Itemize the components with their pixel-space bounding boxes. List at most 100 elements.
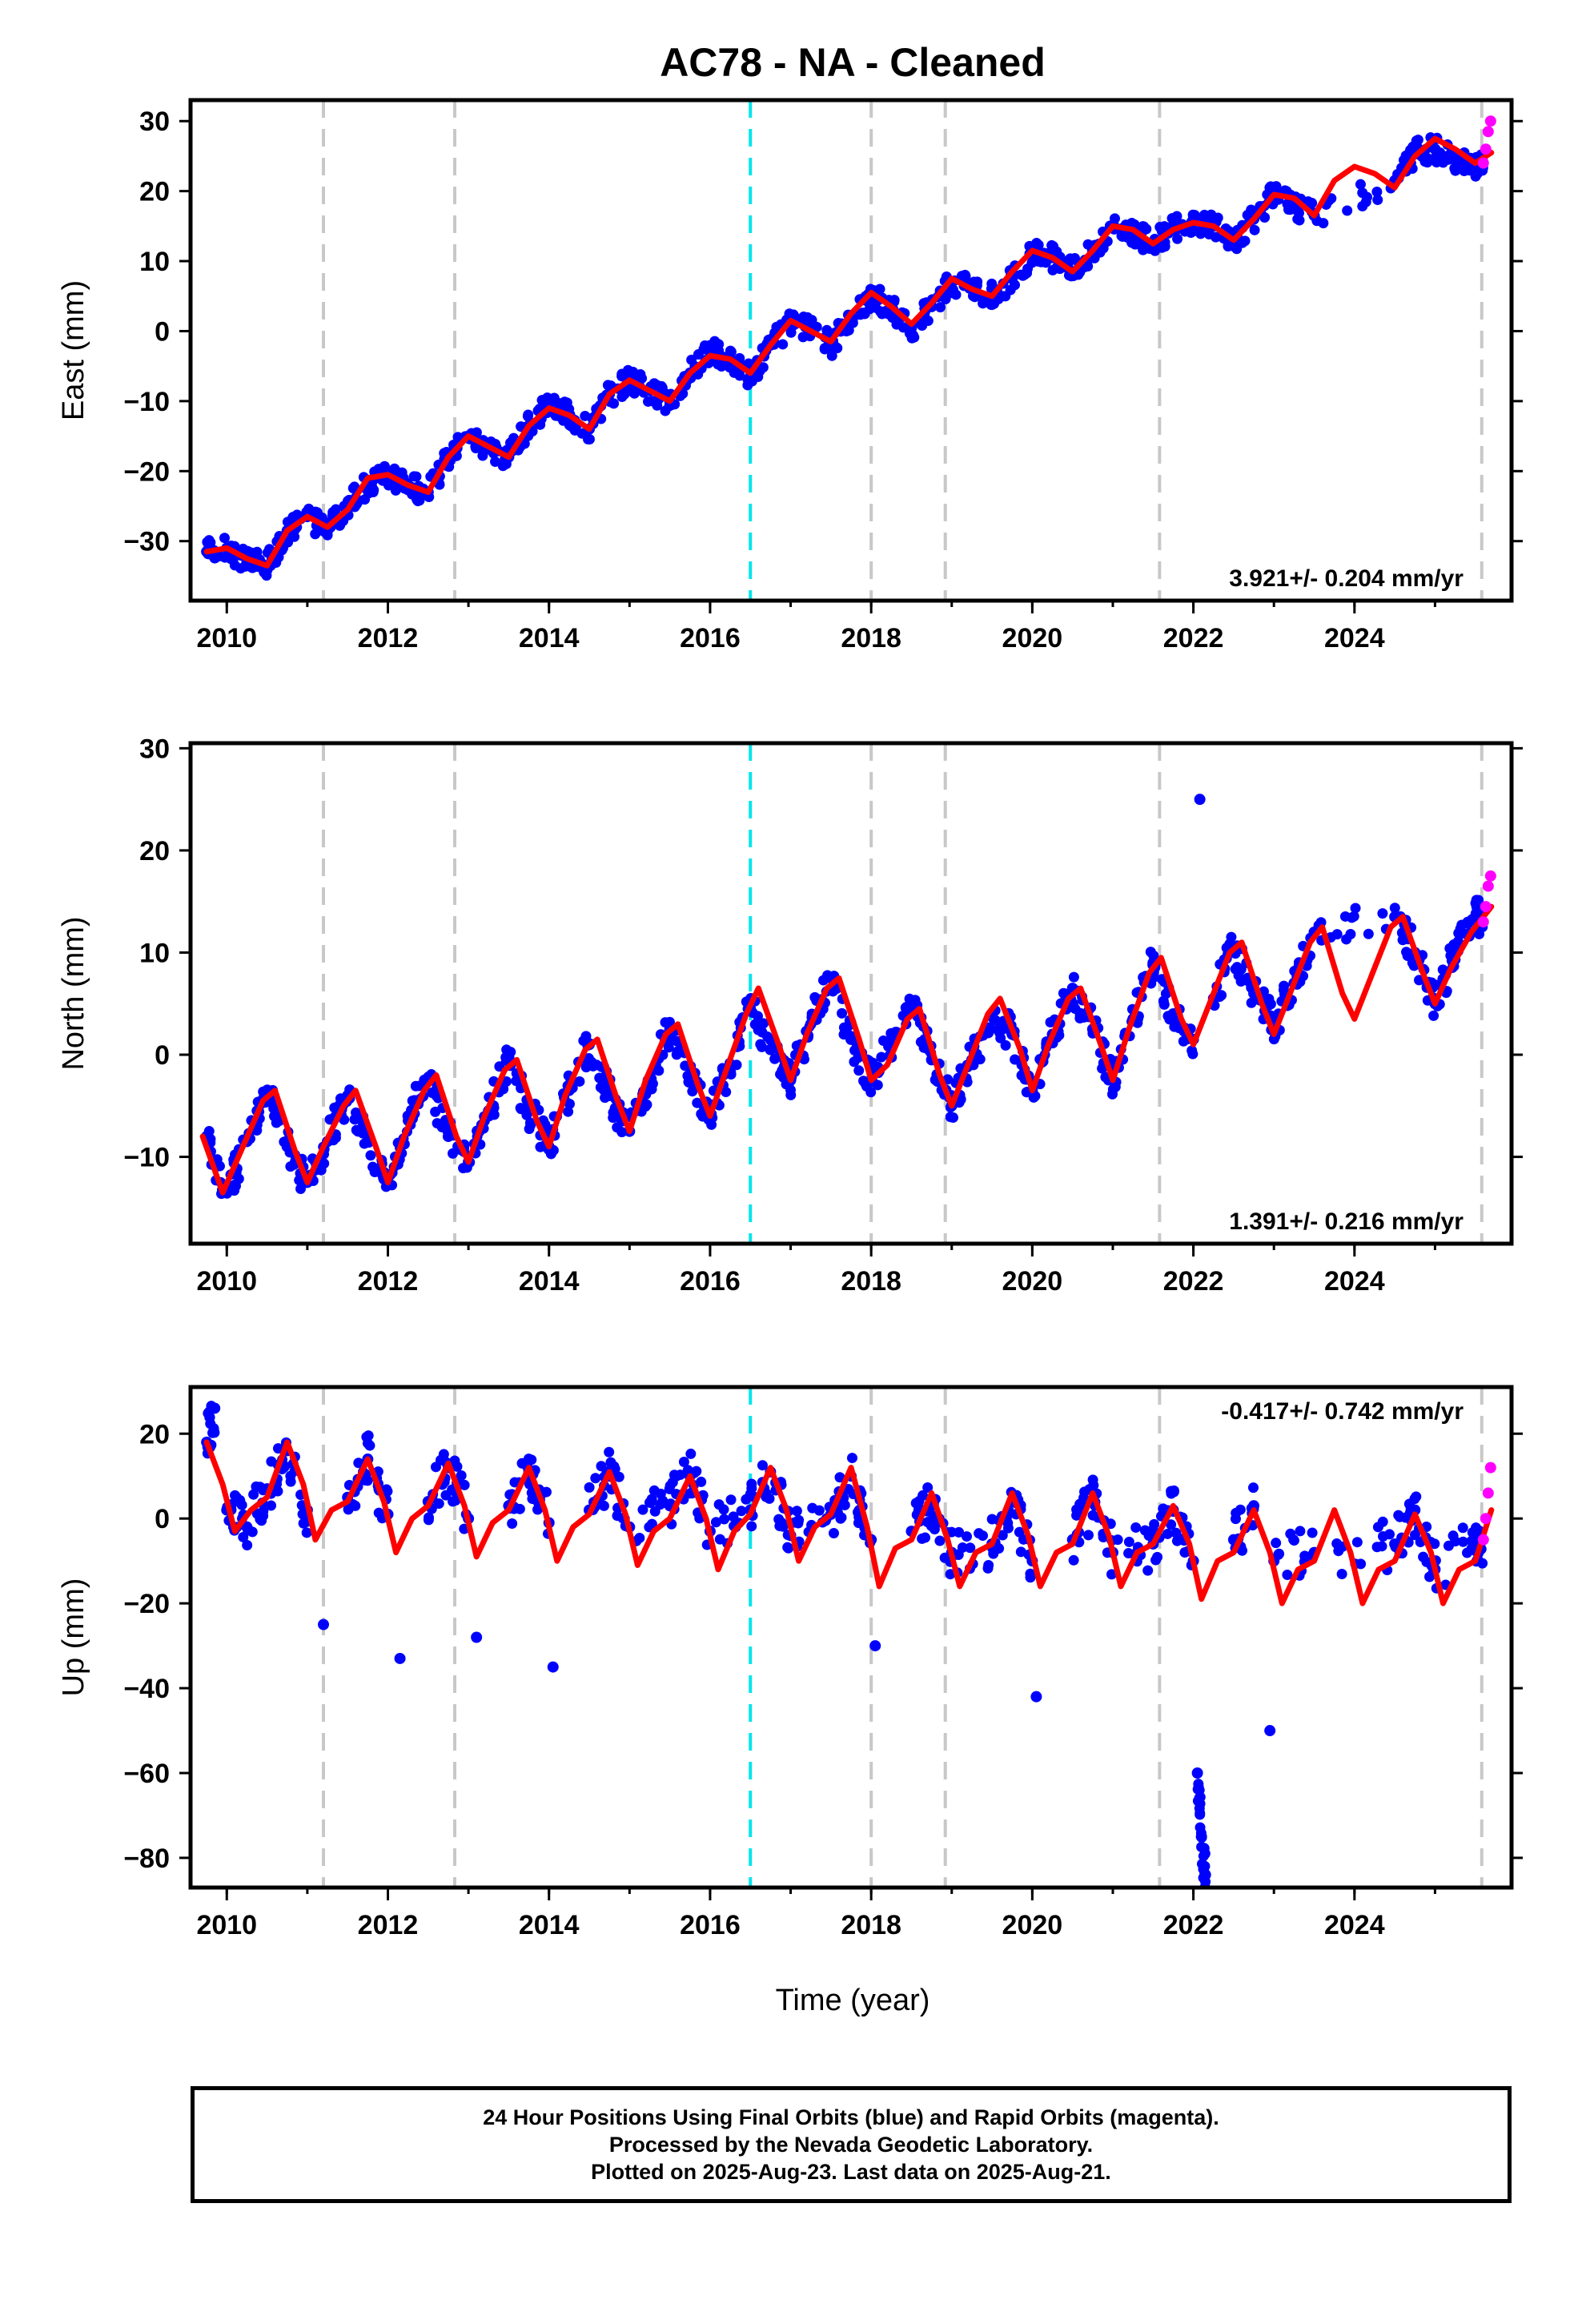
x-tick-label: 2010	[196, 1266, 257, 1297]
final-orbit-point	[962, 1531, 973, 1542]
plot-frame	[188, 741, 1514, 1246]
final-orbit-point	[1389, 1538, 1401, 1550]
x-tick-label: 2022	[1163, 623, 1224, 653]
final-orbit-point	[1230, 963, 1241, 975]
final-orbit-point	[285, 1470, 296, 1482]
final-orbit-point	[988, 1547, 999, 1558]
final-orbit-point	[1195, 1831, 1207, 1843]
final-orbit-point	[266, 1500, 277, 1511]
rapid-orbit-point	[1482, 126, 1494, 138]
final-orbit-point	[1068, 1554, 1079, 1566]
final-orbit-point	[1248, 1500, 1260, 1512]
final-orbit-point	[834, 1472, 845, 1483]
x-tick-label: 2010	[196, 623, 257, 653]
x-tick-label: 2014	[519, 623, 580, 653]
final-orbit-point	[713, 339, 725, 350]
final-orbit-point	[604, 1446, 615, 1458]
final-orbit-point	[853, 1052, 864, 1063]
final-orbit-point	[352, 1126, 363, 1137]
final-orbit-point	[954, 1526, 965, 1538]
final-orbit-point	[656, 382, 668, 393]
final-orbit-point	[1168, 1485, 1179, 1496]
final-orbit-point	[1191, 1767, 1203, 1779]
final-orbit-point	[1422, 157, 1433, 168]
final-orbit-point	[1471, 1522, 1482, 1534]
final-orbit-point	[636, 372, 648, 384]
final-orbit-point	[1389, 903, 1400, 914]
final-orbit-point	[655, 1488, 666, 1499]
final-orbit-point	[746, 1482, 757, 1494]
y-tick-label: 0	[155, 1040, 170, 1071]
final-orbit-point	[1351, 1537, 1363, 1548]
final-orbit-point	[1193, 1779, 1204, 1790]
final-orbit-point	[841, 1022, 852, 1033]
caption-box: 24 Hour Positions Using Final Orbits (bl…	[191, 2086, 1512, 2203]
final-orbit-point	[1474, 928, 1485, 939]
final-orbit-point	[1211, 231, 1222, 243]
final-orbit-point	[910, 1498, 921, 1509]
final-orbit-point	[997, 1530, 1008, 1541]
final-orbit-point	[1166, 1519, 1177, 1530]
final-orbit-point	[1079, 1486, 1090, 1498]
final-orbit-point	[1470, 171, 1481, 182]
final-orbit-point	[231, 1492, 242, 1503]
final-orbit-point	[1264, 1725, 1276, 1737]
final-orbit-point	[295, 1184, 307, 1195]
final-orbit-point	[876, 1051, 887, 1063]
final-orbit-point	[1457, 1522, 1468, 1534]
final-orbit-point	[828, 1527, 839, 1538]
rapid-orbit-point	[1477, 1534, 1489, 1546]
final-orbit-point	[524, 1124, 535, 1135]
final-orbit-point	[1418, 1551, 1429, 1562]
final-orbit-point	[1247, 1482, 1259, 1494]
plot-frame	[188, 98, 1514, 603]
final-orbit-point	[761, 1491, 772, 1502]
x-tick-label: 2018	[841, 1910, 901, 1940]
final-orbit-point	[365, 1150, 376, 1161]
final-orbit-point	[242, 1540, 253, 1551]
final-orbit-point	[646, 1084, 657, 1095]
final-orbit-point	[1378, 1531, 1389, 1542]
final-orbit-point	[1158, 999, 1170, 1010]
y-tick-label: 10	[139, 247, 170, 277]
final-orbit-point	[1377, 908, 1388, 919]
final-orbit-point	[1002, 1518, 1014, 1529]
y-tick-label: −10	[123, 387, 170, 417]
final-orbit-point	[807, 1502, 818, 1514]
final-orbit-point	[608, 1112, 619, 1124]
final-orbit-point	[785, 1089, 797, 1100]
final-orbit-point	[736, 1506, 747, 1517]
final-orbit-point	[1288, 1534, 1299, 1545]
final-orbit-point	[339, 1114, 350, 1125]
rapid-orbit-point	[1482, 1487, 1494, 1499]
final-orbit-point	[616, 368, 628, 380]
final-orbit-point	[1377, 1516, 1388, 1527]
final-orbit-point	[986, 1023, 997, 1035]
final-orbit-point	[1160, 988, 1171, 999]
y-tick-label: 0	[155, 1504, 170, 1534]
final-orbit-point	[526, 1454, 537, 1466]
final-orbit-point	[588, 1060, 599, 1072]
final-orbit-point	[950, 289, 962, 300]
model-fit-line	[203, 1439, 1495, 1606]
final-orbit-point	[1025, 1568, 1036, 1579]
final-orbit-point	[776, 1517, 787, 1528]
rate-label: 1.391+/- 0.216 mm/yr	[1229, 1208, 1464, 1235]
final-orbit-point	[236, 1499, 247, 1510]
final-orbit-point	[205, 537, 216, 548]
final-orbit-point	[765, 1043, 777, 1055]
final-orbit-point	[414, 1080, 425, 1092]
final-orbit-point	[435, 1454, 446, 1466]
final-orbit-point	[251, 1508, 263, 1519]
final-orbit-point	[1355, 1558, 1367, 1570]
final-orbit-point	[887, 1027, 898, 1039]
final-orbit-point	[1112, 1534, 1123, 1546]
final-orbit-point	[809, 991, 821, 1003]
final-orbit-point	[1294, 215, 1305, 226]
final-orbit-point	[1010, 1054, 1021, 1065]
final-orbit-point	[1271, 181, 1282, 192]
final-orbit-point	[669, 1470, 680, 1481]
final-orbit-point	[853, 1065, 865, 1076]
rapid-orbit-point	[1480, 901, 1492, 913]
